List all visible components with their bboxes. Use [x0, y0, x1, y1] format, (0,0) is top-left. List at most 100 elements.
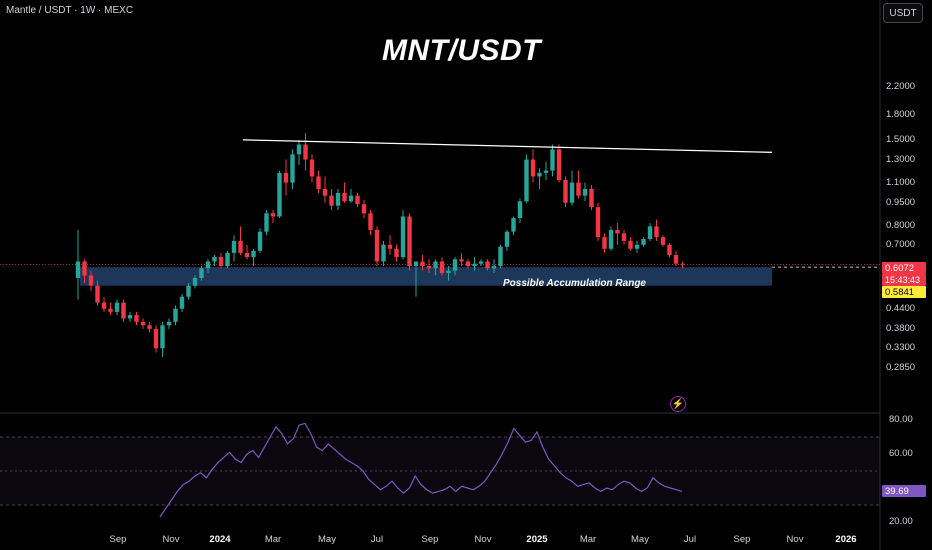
- price-tick-label: 1.3000: [886, 153, 916, 165]
- candle-body: [524, 159, 529, 202]
- candle: [238, 226, 243, 255]
- candle-body: [439, 261, 445, 274]
- time-axis-label: Nov: [786, 534, 804, 545]
- price-tick-label: 2.2000: [886, 81, 916, 93]
- candle: [621, 229, 627, 245]
- candle: [569, 170, 575, 206]
- candle-body: [452, 259, 458, 271]
- price-tick-label: 0.3800: [886, 322, 916, 334]
- candle-body: [400, 216, 406, 258]
- candle-body: [595, 207, 601, 238]
- candle: [485, 259, 490, 271]
- candle: [582, 182, 588, 202]
- candle-body: [628, 240, 633, 249]
- candle-body: [179, 296, 185, 309]
- candle-body: [563, 180, 568, 203]
- candle: [550, 144, 555, 177]
- candle: [394, 244, 399, 262]
- candle: [173, 305, 178, 326]
- candle-body: [491, 266, 497, 269]
- candle: [121, 299, 126, 322]
- candle-body: [459, 259, 464, 262]
- time-axis-label: Jul: [683, 534, 697, 545]
- candle-body: [381, 244, 386, 262]
- candle: [205, 259, 211, 274]
- candle: [322, 176, 328, 203]
- time-axis-label: Jul: [370, 534, 384, 545]
- candle: [82, 259, 87, 284]
- candle: [420, 254, 425, 271]
- lightning-icon[interactable]: ⚡: [670, 396, 686, 412]
- candle-body: [621, 233, 627, 241]
- candle: [283, 159, 289, 196]
- candle: [491, 259, 497, 274]
- chart-title: MNT/USDT: [382, 34, 541, 67]
- currency-button[interactable]: USDT: [883, 3, 923, 23]
- candle-body: [498, 246, 503, 266]
- candle: [225, 250, 230, 269]
- accumulation-zone: [80, 267, 772, 286]
- time-axis-label: Sep: [421, 534, 439, 545]
- rsi-tick-label: 60.00: [889, 448, 913, 459]
- candle: [400, 210, 406, 260]
- candle: [563, 176, 568, 208]
- candle-body: [355, 195, 360, 205]
- price-tick-label: 0.7000: [886, 238, 916, 250]
- candle: [504, 229, 510, 251]
- current-price-label: 0.6072: [882, 262, 926, 274]
- candle-body: [101, 302, 107, 309]
- candle: [114, 299, 120, 316]
- candle-body: [264, 213, 269, 232]
- candle-body: [205, 261, 211, 269]
- candle: [342, 182, 347, 203]
- candle-body: [413, 261, 419, 266]
- candle: [290, 149, 295, 189]
- candle-body: [322, 188, 328, 196]
- candle: [140, 318, 146, 329]
- candle-body: [647, 226, 653, 240]
- candle: [134, 311, 139, 326]
- candle-body: [465, 261, 471, 266]
- candle: [511, 216, 516, 236]
- candle-body: [75, 261, 81, 278]
- time-axis-label: Mar: [579, 534, 597, 545]
- candle-body: [108, 308, 113, 312]
- candle-body: [335, 192, 341, 206]
- candle-body: [556, 149, 562, 181]
- candle-body: [82, 261, 87, 276]
- candle: [576, 170, 581, 199]
- candle: [88, 270, 94, 292]
- candle: [257, 228, 263, 253]
- candle: [543, 161, 549, 181]
- rsi-value-label: 39.69: [882, 485, 926, 497]
- candle-body: [231, 240, 237, 253]
- candle-body: [88, 275, 94, 286]
- candle-body: [582, 188, 588, 196]
- candle-body: [446, 270, 451, 274]
- candle: [673, 250, 679, 266]
- candle-body: [153, 328, 159, 349]
- candle-body: [433, 261, 438, 269]
- candle: [647, 222, 653, 241]
- price-tick-label: 0.2850: [886, 362, 916, 374]
- candle-body: [192, 277, 198, 286]
- candle: [160, 321, 165, 357]
- candle-body: [530, 159, 536, 177]
- candle: [530, 149, 536, 183]
- candle-body: [550, 149, 555, 171]
- candle-body: [329, 195, 334, 206]
- candle: [166, 318, 172, 329]
- rsi-line: [159, 422, 683, 518]
- candle-body: [641, 239, 646, 245]
- candle: [251, 248, 256, 266]
- symbol-header[interactable]: Mantle / USDT · 1W · MEXC: [6, 5, 134, 16]
- candle-body: [121, 302, 126, 319]
- candle-body: [114, 302, 120, 312]
- candle: [459, 252, 464, 266]
- candle-body: [537, 172, 542, 177]
- time-axis-label: Sep: [109, 534, 127, 545]
- candle: [101, 296, 107, 312]
- price-tick-label: 0.9500: [886, 196, 916, 208]
- candle: [212, 254, 217, 266]
